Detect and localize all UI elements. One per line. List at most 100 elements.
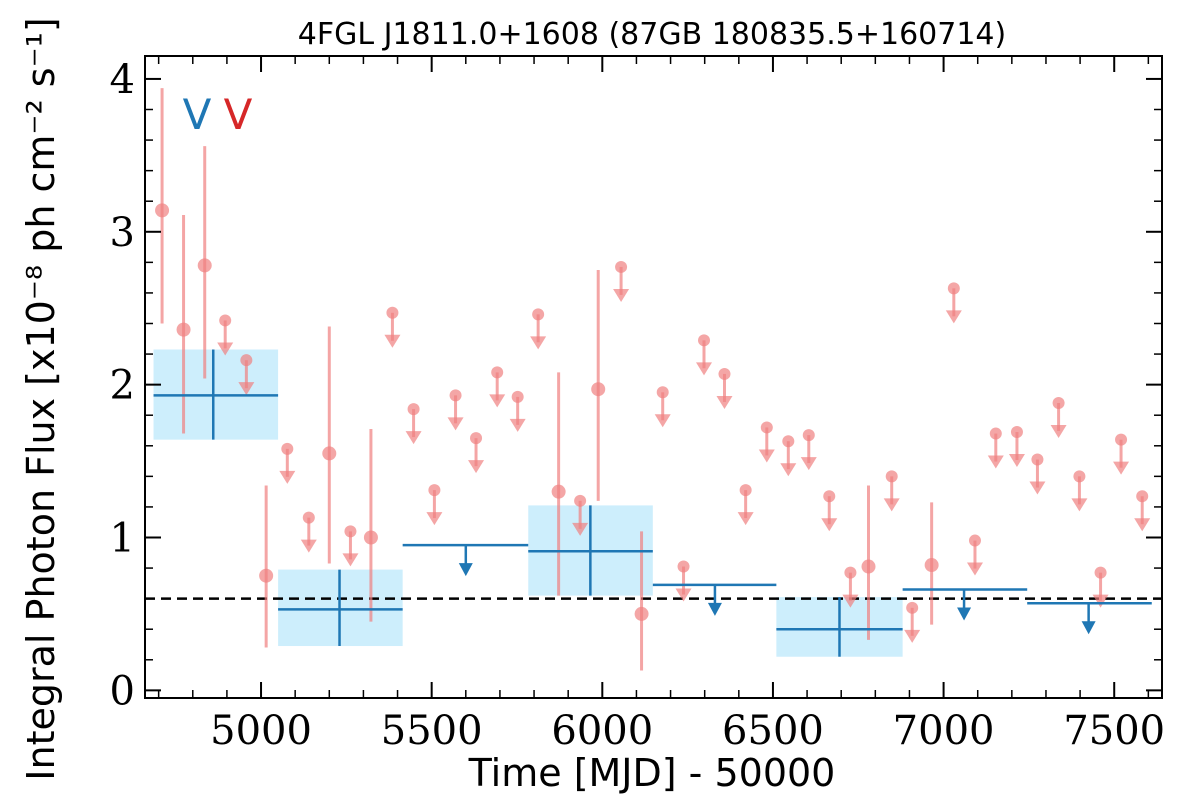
short-bin-ul-arrow [904, 629, 921, 643]
short-bin-ul-arrow [384, 334, 401, 348]
short-bin-ul-arrow [966, 562, 983, 576]
y-tick-label: 4 [110, 57, 135, 103]
short-bin-ul-arrow [842, 594, 859, 608]
long-bin-ul-arrow [1081, 621, 1096, 635]
short-bin-ul-point [344, 525, 357, 538]
short-bin-ul-arrow [279, 470, 296, 484]
short-bin-ul-point [470, 432, 483, 445]
short-bin-point [259, 568, 274, 583]
short-bin-ul-point [281, 442, 294, 455]
chart-title: 4FGL J1811.0+1608 (87GB 180835.5+160714) [298, 17, 1006, 52]
short-bin-ul-point [698, 334, 711, 347]
short-bin-ul-arrow [737, 512, 754, 526]
short-bin-ul-arrow [1113, 461, 1130, 475]
x-tick-label: 7500 [1063, 708, 1165, 754]
short-bin-point [155, 203, 170, 218]
short-bin-ul-arrow [300, 539, 317, 553]
short-bin-ul-arrow [696, 362, 713, 376]
long-bin-ul-arrow [458, 563, 473, 577]
x-tick-label: 6500 [722, 708, 824, 754]
short-bin-ul-arrow [758, 449, 775, 463]
short-bin-ul-point [574, 494, 587, 507]
short-bin-ul-point [240, 354, 253, 367]
short-bin-ul-arrow [217, 342, 234, 356]
short-bin-ul-point [615, 260, 628, 273]
short-bin-ul-point [885, 470, 898, 483]
short-bin-ul-point [1010, 426, 1023, 439]
short-bin-ul-point [782, 435, 795, 448]
marker-v-blue: V [183, 90, 212, 139]
short-bin-point [197, 258, 212, 273]
short-bin-ul-point [718, 367, 731, 380]
short-bin-ul-arrow [1050, 424, 1067, 438]
short-bin-ul-point [656, 386, 669, 399]
short-bin-series [155, 88, 1151, 671]
short-bin-ul-arrow [716, 395, 733, 409]
short-bin-ul-arrow [883, 498, 900, 512]
x-axis-label: Time [MJD] - 50000 [468, 751, 836, 795]
short-bin-ul-point [302, 511, 315, 524]
short-bin-ul-arrow [238, 382, 255, 396]
short-bin-ul-arrow [1092, 594, 1109, 608]
short-bin-ul-point [407, 403, 420, 416]
short-bin-ul-point [386, 306, 399, 319]
short-bin-ul-arrow [1029, 481, 1046, 495]
short-bin-ul-arrow [987, 455, 1004, 469]
short-bin-ul-point [1073, 470, 1086, 483]
short-bin-ul-arrow [821, 518, 838, 532]
short-bin-ul-arrow [800, 457, 817, 471]
short-bin-ul-point [1094, 566, 1107, 579]
short-bin-point [924, 558, 939, 573]
short-bin-ul-arrow [1008, 454, 1025, 468]
short-bin-ul-point [802, 429, 815, 442]
short-bin-ul-arrow [342, 553, 359, 567]
short-bin-ul-point [677, 560, 690, 573]
short-bin-ul-point [1136, 490, 1149, 503]
short-bin-ul-point [947, 282, 960, 295]
short-bin-ul-point [906, 601, 919, 614]
short-bin-ul-point [823, 490, 836, 503]
y-tick-label: 3 [110, 210, 135, 256]
short-bin-ul-arrow [572, 522, 589, 536]
short-bin-ul-point [491, 366, 504, 379]
marker-v-red: V [224, 90, 253, 139]
short-bin-ul-arrow [1134, 518, 1151, 532]
plot-frame [144, 55, 1163, 699]
short-bin-ul-point [968, 534, 981, 547]
y-axis-label: Integral Photon Flux [x10⁻⁸ ph cm⁻² s⁻¹] [19, 17, 63, 780]
plot-border [144, 55, 1163, 699]
short-bin-ul-point [532, 308, 545, 321]
short-bin-ul-arrow [654, 414, 671, 428]
x-tick-label: 5500 [381, 708, 483, 754]
short-bin-ul-arrow [675, 588, 692, 602]
y-tick-label: 0 [110, 668, 135, 714]
short-bin-ul-point [989, 427, 1002, 440]
short-bin-ul-point [511, 390, 524, 403]
axis-ticks: 5000 5500 6000 6500 7000 7500 0 1 2 3 4 [110, 56, 1165, 754]
short-bin-ul-point [449, 389, 462, 402]
short-bin-ul-arrow [1071, 498, 1088, 512]
long-bin-ul-arrow [707, 602, 722, 616]
short-bin-ul-point [760, 421, 773, 434]
short-bin-ul-point [428, 484, 441, 497]
short-bin-ul-arrow [530, 336, 547, 350]
x-tick-label: 6000 [551, 708, 653, 754]
short-bin-ul-arrow [780, 463, 797, 477]
short-bin-ul-arrow [945, 310, 962, 324]
short-bin-ul-arrow [509, 418, 526, 432]
short-bin-ul-point [1115, 433, 1128, 446]
short-bin-point [363, 530, 378, 545]
short-bin-ul-arrow [405, 431, 422, 445]
short-bin-ul-arrow [468, 460, 485, 474]
short-bin-ul-point [739, 484, 752, 497]
short-bin-ul-point [219, 314, 232, 327]
short-bin-ul-point [844, 566, 857, 579]
short-bin-ul-point [1052, 396, 1065, 409]
short-bin-point [634, 606, 649, 621]
short-bin-ul-arrow [489, 394, 506, 408]
x-tick-label: 7000 [893, 708, 995, 754]
short-bin-point [176, 322, 191, 337]
short-bin-ul-arrow [613, 288, 630, 302]
